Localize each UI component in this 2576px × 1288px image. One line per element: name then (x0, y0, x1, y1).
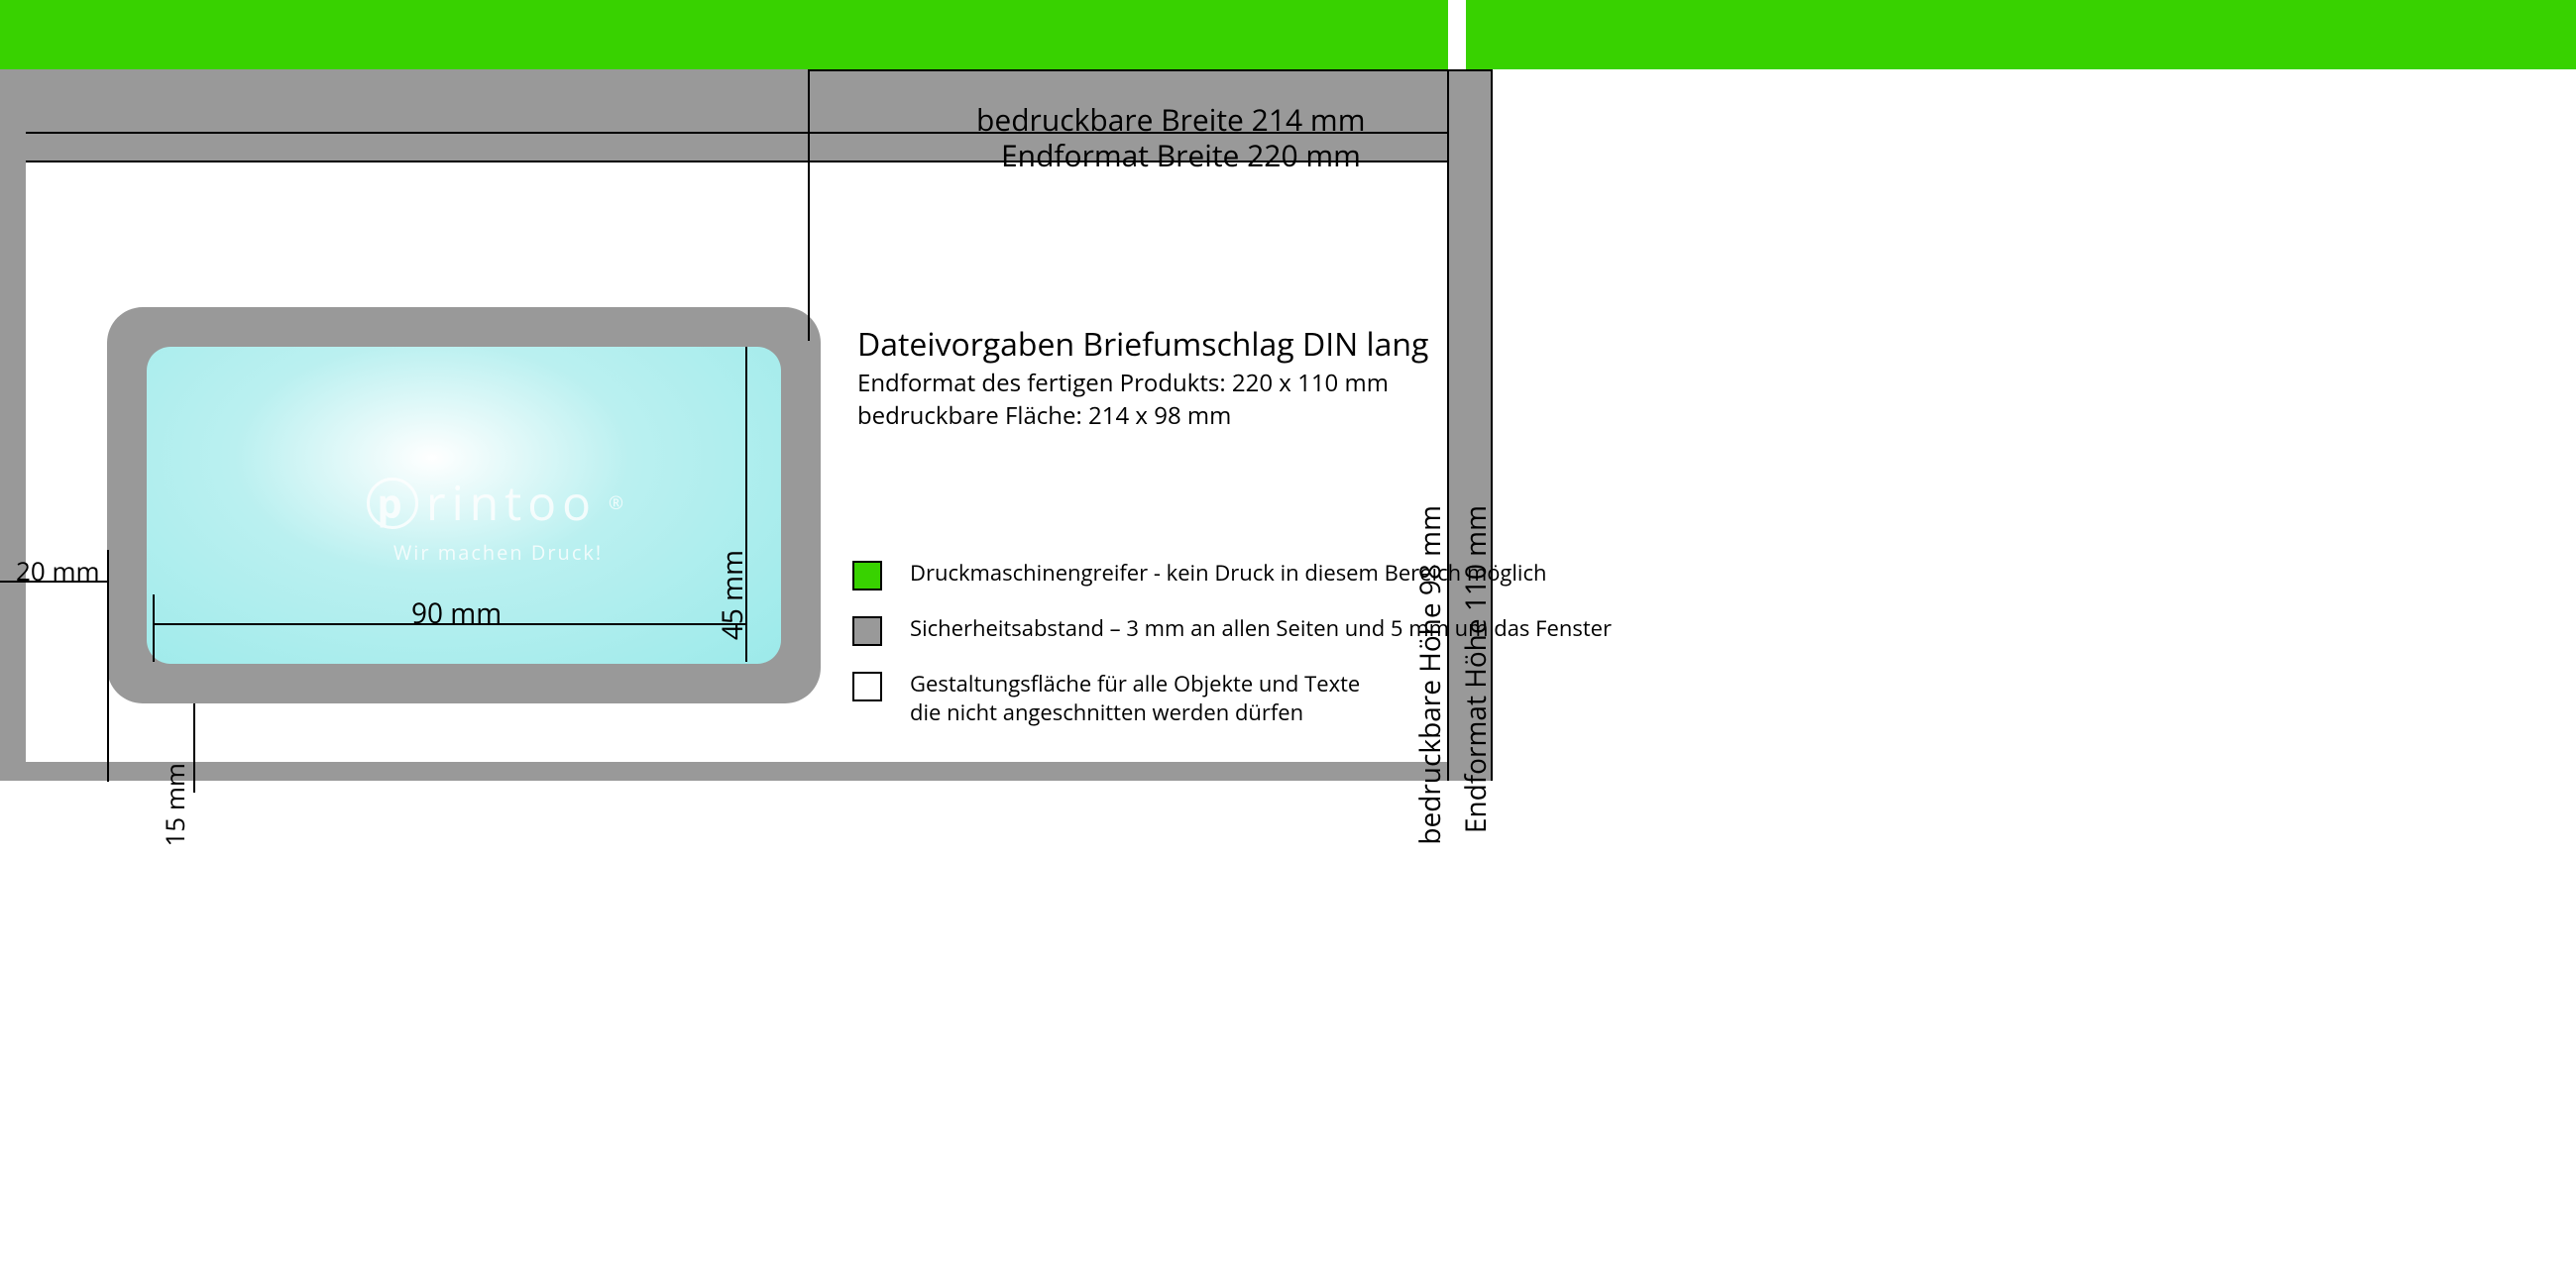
watermark-brand: rintoo (426, 471, 597, 535)
legend: Druckmaschinengreifer - kein Druck in di… (852, 559, 1612, 750)
legend-item-design: Gestaltungsfläche für alle Objekte und T… (852, 670, 1612, 726)
legend-text-gripper: Druckmaschinengreifer - kein Druck in di… (910, 559, 1547, 588)
dimension-line (808, 69, 810, 341)
legend-text-safety: Sicherheitsabstand – 3 mm an allen Seite… (910, 614, 1612, 643)
legend-swatch-gripper (852, 561, 882, 590)
spec-title: Dateivorgaben Briefumschlag DIN lang (857, 323, 1428, 366)
label-end-width: Endformat Breite 220 mm (1001, 135, 1361, 175)
dimension-line (153, 594, 155, 662)
spec-subtitle: Endformat des fertigen Produkts: 220 x 1… (857, 367, 1389, 432)
gripper-gap (1448, 0, 1466, 69)
legend-item-gripper: Druckmaschinengreifer - kein Druck in di… (852, 559, 1612, 590)
label-margin-left: 20 mm (16, 553, 100, 589)
label-window-width: 90 mm (411, 594, 502, 632)
legend-swatch-design (852, 672, 882, 701)
spec-subtitle-line2: bedruckbare Fläche: 214 x 98 mm (857, 399, 1389, 432)
legend-text-design: Gestaltungsfläche für alle Objekte und T… (910, 670, 1360, 726)
label-printable-width: bedruckbare Breite 214 mm (976, 99, 1365, 140)
legend-swatch-safety (852, 616, 882, 646)
label-window-height: 45 mm (714, 550, 751, 640)
registered-icon: ® (609, 491, 629, 515)
logo-p-icon: p (367, 478, 418, 529)
label-margin-bottom: 15 mm (157, 763, 192, 847)
watermark-tagline: Wir machen Druck! (367, 539, 629, 566)
dimension-line (808, 69, 1491, 71)
spec-subtitle-line1: Endformat des fertigen Produkts: 220 x 1… (857, 367, 1389, 399)
dimension-line (193, 703, 195, 793)
gripper-band (0, 0, 2576, 69)
watermark-logo: printoo ® Wir machen Druck! (367, 471, 629, 566)
dimension-line (107, 550, 109, 782)
legend-item-safety: Sicherheitsabstand – 3 mm an allen Seite… (852, 614, 1612, 646)
